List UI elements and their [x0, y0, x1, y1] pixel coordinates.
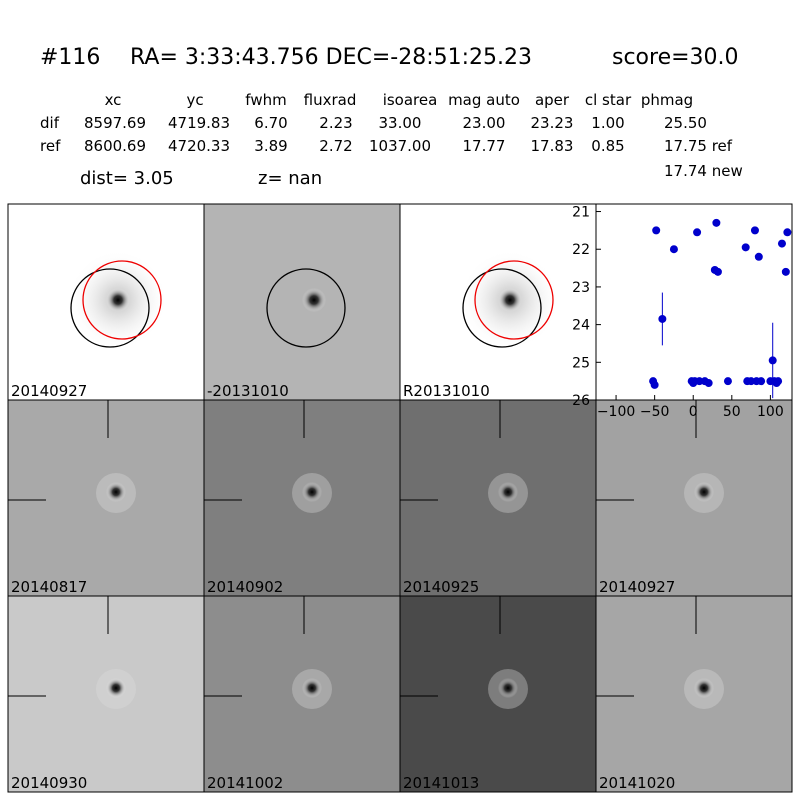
y-tick-label: 26: [572, 393, 590, 409]
row-label: ref: [40, 137, 61, 155]
cell: 4720.33: [168, 137, 230, 155]
cell: 25.50: [664, 114, 707, 132]
source: [498, 482, 518, 502]
column-header: fwhm: [245, 91, 286, 109]
y-tick-label: 21: [572, 205, 590, 221]
panel-label: 20141013: [403, 774, 479, 792]
data-point: [768, 356, 777, 365]
ref-circle: [266, 268, 346, 348]
data-point: [693, 228, 702, 237]
x-tick-label: 100: [757, 404, 784, 420]
panel-label: -20131010: [207, 382, 289, 400]
panel-label: 20141020: [599, 774, 675, 792]
source: [106, 678, 126, 698]
data-point: [652, 226, 661, 235]
data-point: [741, 243, 750, 252]
cell: 17.75 ref: [664, 137, 733, 155]
row-label: dif: [40, 114, 60, 132]
plot-area: [595, 203, 793, 401]
cell: 1.00: [591, 114, 624, 132]
z: z= nan: [258, 168, 322, 189]
y-tick-label: 24: [572, 318, 590, 334]
column-header: mag auto: [448, 91, 520, 109]
panel-label: 20140925: [403, 578, 479, 596]
data-point: [658, 314, 667, 323]
source: [302, 482, 322, 502]
x-tick-label: 50: [723, 404, 741, 420]
source: [694, 678, 714, 698]
candidate-id: #116: [40, 45, 100, 70]
new-circle: [82, 260, 162, 340]
cell: 33.00: [379, 114, 422, 132]
data-point: [781, 267, 790, 276]
column-header: fluxrad: [304, 91, 357, 109]
cell: 1037.00: [369, 137, 431, 155]
data-point: [777, 239, 786, 248]
ref-circle: [70, 268, 150, 348]
cell: 17.77: [463, 137, 506, 155]
ref-circle: [462, 268, 542, 348]
cell: 0.85: [591, 137, 624, 155]
data-point: [783, 228, 792, 237]
panel-label: R20131010: [403, 382, 490, 400]
panel-label: 20140817: [11, 578, 87, 596]
image-panel: [595, 595, 793, 793]
image-panel: [203, 203, 401, 401]
data-point: [757, 377, 766, 386]
cell: 2.72: [319, 137, 352, 155]
panel-label: 20140902: [207, 578, 283, 596]
x-tick-label: −100: [597, 404, 635, 420]
x-tick-label: −50: [640, 404, 670, 420]
column-header: cl star: [585, 91, 632, 109]
source: [498, 288, 522, 312]
cell: 23.00: [463, 114, 506, 132]
panel-label: 20140927: [11, 382, 87, 400]
data-point: [713, 267, 722, 276]
data-point: [650, 380, 659, 389]
y-tick-label: 22: [572, 242, 590, 258]
column-header: xc: [105, 91, 122, 109]
source: [694, 482, 714, 502]
phmag-new: 17.74 new: [664, 162, 743, 180]
data-point: [774, 377, 783, 386]
cell: 17.83: [531, 137, 574, 155]
source: [498, 678, 518, 698]
cell: 3.89: [254, 137, 287, 155]
image-panel: [203, 595, 401, 793]
cell: 8597.69: [84, 114, 146, 132]
image-panel: [203, 399, 401, 597]
cell: 4719.83: [168, 114, 230, 132]
data-point: [750, 226, 759, 235]
cell: 23.23: [531, 114, 574, 132]
data-point: [712, 218, 721, 227]
column-header: aper: [535, 91, 570, 109]
data-point: [704, 379, 713, 388]
column-header: phmag: [641, 91, 693, 109]
data-point: [669, 245, 678, 254]
coordinates: RA= 3:33:43.756 DEC=-28:51:25.23: [130, 45, 532, 70]
column-header: yc: [186, 91, 203, 109]
data-point: [754, 252, 763, 261]
x-tick-label: 0: [689, 404, 698, 420]
data-point: [723, 377, 732, 386]
source: [302, 288, 326, 312]
panel-label: 20140927: [599, 578, 675, 596]
image-panel: [7, 595, 205, 793]
y-tick-label: 25: [572, 355, 590, 371]
new-circle: [474, 260, 554, 340]
cell: 6.70: [254, 114, 287, 132]
panel-label: 20140930: [11, 774, 87, 792]
y-tick-label: 23: [572, 280, 590, 296]
cell: 2.23: [319, 114, 352, 132]
dist: dist= 3.05: [80, 168, 174, 189]
source: [106, 288, 130, 312]
source: [302, 678, 322, 698]
panel-label: 20141002: [207, 774, 283, 792]
cell: 8600.69: [84, 137, 146, 155]
column-header: isoarea: [383, 91, 438, 109]
source: [106, 482, 126, 502]
score: score=30.0: [612, 45, 739, 70]
